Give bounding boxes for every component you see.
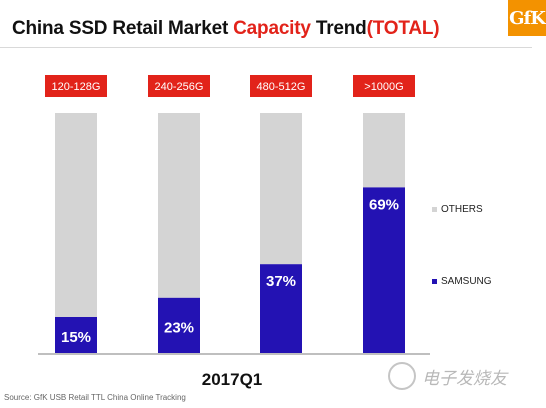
category-label-box bbox=[353, 75, 415, 97]
category-label: 480-512G bbox=[257, 81, 306, 93]
watermark: 电子发烧友 bbox=[388, 358, 538, 394]
category-label: >1000G bbox=[364, 81, 403, 93]
chart-title: China SSD Retail Market Capacity Trend(T… bbox=[12, 18, 440, 42]
watermark-logo-icon bbox=[388, 362, 416, 390]
bar-samsung bbox=[363, 187, 405, 353]
source-note: Source: GfK USB Retail TTL China Online … bbox=[4, 393, 186, 402]
bar-others bbox=[158, 113, 200, 298]
bar-samsung bbox=[260, 264, 302, 353]
category-label-box bbox=[148, 75, 210, 97]
title-divider bbox=[0, 47, 532, 48]
legend-label: OTHERS bbox=[441, 204, 483, 215]
category-label-box bbox=[250, 75, 312, 97]
data-label: 37% bbox=[266, 273, 296, 290]
category-label: 240-256G bbox=[155, 81, 204, 93]
bar-others bbox=[260, 113, 302, 265]
title-accent: Capacity bbox=[233, 18, 311, 39]
legend-swatch bbox=[432, 279, 437, 284]
category-label-box bbox=[45, 75, 107, 97]
title-text-2: Trend bbox=[310, 18, 367, 39]
bar-others bbox=[363, 113, 405, 188]
data-label: 69% bbox=[369, 196, 399, 213]
gfk-logo: GfK bbox=[508, 0, 546, 36]
title-text: China SSD Retail Market bbox=[12, 18, 234, 39]
category-label: 120-128G bbox=[52, 81, 101, 93]
data-label: 15% bbox=[61, 329, 91, 346]
legend-swatch bbox=[432, 207, 437, 212]
legend-label: SAMSUNG bbox=[441, 276, 492, 287]
bar-others bbox=[55, 113, 97, 317]
data-label: 23% bbox=[164, 319, 194, 336]
bar-samsung bbox=[158, 297, 200, 353]
watermark-text: 电子发烧友 bbox=[422, 368, 507, 389]
logo-text: GfK bbox=[509, 7, 546, 29]
title-accent-2: (TOTAL) bbox=[366, 18, 440, 39]
bar-samsung bbox=[55, 317, 97, 353]
x-axis-label: 2017Q1 bbox=[202, 370, 263, 389]
